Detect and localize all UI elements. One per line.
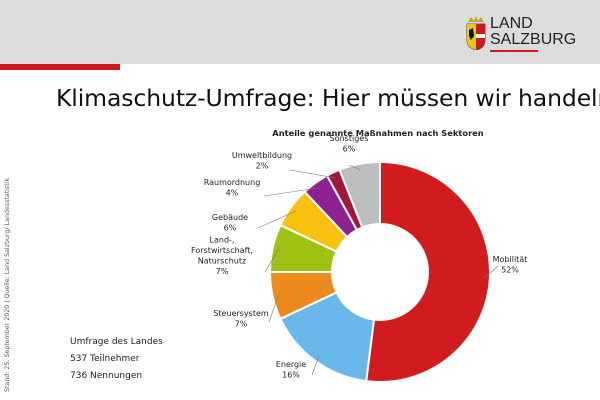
logo-line-1: LAND bbox=[490, 15, 533, 32]
slice-name-0-0: Mobilität bbox=[493, 255, 528, 264]
slice-label-1: Energie 16% bbox=[276, 360, 306, 380]
slice-label-2: Steuersystem 7% bbox=[213, 309, 269, 329]
leader-line-2 bbox=[268, 294, 279, 323]
slice-label-6: Umweltbildung 2% bbox=[232, 151, 292, 171]
slice-name-6-0: Umweltbildung bbox=[232, 151, 292, 160]
leader-lines bbox=[257, 164, 499, 376]
logo-text: LAND SALZBURG bbox=[490, 16, 576, 48]
slice-name-7-0: Sonstiges bbox=[330, 134, 369, 143]
slice-value-1: 16% bbox=[282, 370, 300, 379]
slice-label-4: Gebäude 6% bbox=[212, 213, 248, 233]
slice-label-7: Sonstiges 6% bbox=[330, 134, 369, 154]
slice-value-6: 2% bbox=[256, 161, 269, 170]
leader-line-7 bbox=[348, 164, 361, 171]
slice-name-3-0: Land-, bbox=[210, 235, 235, 244]
slice-value-0: 52% bbox=[501, 265, 519, 274]
slice-name-3-2: Naturschutz bbox=[198, 256, 246, 265]
survey-mentions: 736 Nennungen bbox=[70, 371, 143, 381]
slice-label-5: Raumordnung 4% bbox=[204, 178, 261, 198]
slice-name-5-0: Raumordnung bbox=[204, 178, 261, 187]
donut-slice-0 bbox=[365, 160, 491, 383]
survey-info: Umfrage des Landes 537 Teilnehmer 736 Ne… bbox=[70, 334, 230, 385]
header-accent-rule bbox=[0, 64, 120, 70]
leader-line-5 bbox=[263, 187, 319, 197]
slice-value-3: 7% bbox=[216, 267, 229, 276]
land-salzburg-logo: LAND SALZBURG bbox=[466, 16, 586, 52]
survey-line-1: Umfrage des Landes bbox=[70, 337, 163, 347]
slice-name-2-0: Steuersystem bbox=[213, 309, 269, 318]
slice-value-7: 6% bbox=[343, 144, 356, 153]
slice-value-5: 4% bbox=[226, 188, 239, 197]
coat-of-arms-icon bbox=[466, 16, 486, 50]
leader-line-3 bbox=[264, 249, 279, 273]
chart-title: Anteile genannte Maßnahmen nach Sektoren bbox=[272, 128, 484, 138]
donut-slices bbox=[268, 160, 491, 383]
leader-line-1 bbox=[311, 356, 320, 376]
slice-name-3-1: Forstwirtschaft, bbox=[191, 246, 253, 255]
page-title: Klimaschutz-Umfrage: Hier müssen wir han… bbox=[56, 84, 600, 112]
leader-line-4 bbox=[257, 210, 296, 229]
slice-label-3: Land-, Forstwirtschaft, Naturschutz 7% bbox=[191, 235, 253, 276]
slice-name-4-0: Gebäude bbox=[212, 213, 248, 222]
leader-line-6 bbox=[289, 169, 336, 179]
survey-participants: 537 Teilnehmer bbox=[70, 354, 140, 364]
logo-line-2: SALZBURG bbox=[490, 31, 577, 48]
slice-label-0: Mobilität 52% bbox=[493, 255, 528, 275]
leader-line-0 bbox=[483, 265, 499, 279]
logo-underline bbox=[490, 50, 538, 52]
slice-labels: Mobilität 52%Energie 16%Steuersystem 7%Land… bbox=[191, 134, 527, 380]
header-band bbox=[0, 0, 600, 64]
slice-value-2: 7% bbox=[235, 319, 248, 328]
slice-name-1-0: Energie bbox=[276, 360, 306, 369]
slice-value-4: 6% bbox=[224, 223, 237, 232]
